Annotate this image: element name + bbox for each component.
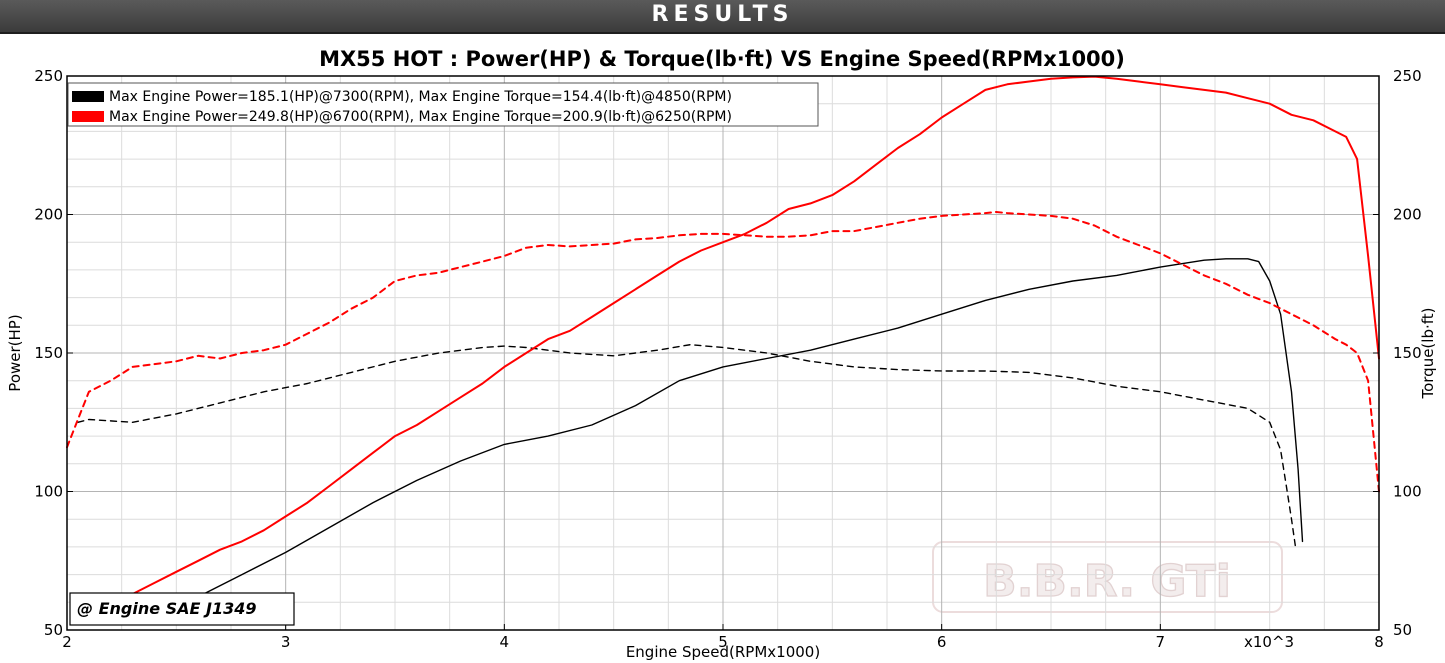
annotation-text: @ Engine SAE J1349 xyxy=(77,599,257,618)
x-tick-label: 2 xyxy=(62,633,72,651)
y-tick-label: 250 xyxy=(34,67,63,85)
x-tick-label: 3 xyxy=(281,633,291,651)
legend-box: Max Engine Power=185.1(HP)@7300(RPM), Ma… xyxy=(67,82,819,127)
y2-tick-label: 50 xyxy=(1393,621,1412,639)
y2-tick-label: 250 xyxy=(1393,67,1422,85)
legend-swatch-1 xyxy=(72,91,104,102)
x-axis-label: Engine Speed(RPMx1000) xyxy=(626,643,820,661)
annotation-frame xyxy=(69,592,295,626)
x-tick-label: 7 xyxy=(1156,633,1166,651)
y-tick-label: 200 xyxy=(34,206,63,224)
y-tick-label: 150 xyxy=(34,344,63,362)
y-tick-label: 50 xyxy=(44,621,63,639)
y-tick-label: 100 xyxy=(34,483,63,501)
x-tick-label: 6 xyxy=(937,633,947,651)
legend-swatch-2 xyxy=(72,111,104,122)
y2-axis-label: Torque(lb·ft) xyxy=(1419,307,1437,399)
annotation-box: @ Engine SAE J1349 xyxy=(69,592,295,626)
chart-annotation: @ Engine SAE J1349 xyxy=(69,592,295,626)
y2-tick-label: 150 xyxy=(1393,344,1422,362)
series-line-2 xyxy=(77,344,1297,551)
x-tick-label: 8 xyxy=(1374,633,1384,651)
series-line-3 xyxy=(131,75,1380,595)
results-banner-title: RESULTS xyxy=(651,2,794,27)
chart-series xyxy=(66,75,1380,609)
watermark: B.B.R. GTi xyxy=(932,541,1283,613)
x-multiplier-label: x10^3 xyxy=(1244,633,1294,651)
results-banner: RESULTS xyxy=(0,0,1445,34)
watermark-text: B.B.R. GTi xyxy=(983,556,1231,607)
legend-entry-1: Max Engine Power=185.1(HP)@7300(RPM), Ma… xyxy=(109,89,732,105)
x-tick-label: 4 xyxy=(500,633,510,651)
legend-entry-2: Max Engine Power=249.8(HP)@6700(RPM), Ma… xyxy=(109,109,732,125)
chart-grid xyxy=(66,75,1380,631)
series-line-4 xyxy=(66,211,1380,493)
watermark-frame xyxy=(932,541,1283,613)
y-axis-label: Power(HP) xyxy=(6,314,24,391)
y2-tick-label: 200 xyxy=(1393,206,1422,224)
chart-legend: Max Engine Power=185.1(HP)@7300(RPM), Ma… xyxy=(67,82,819,127)
series-line-1 xyxy=(175,258,1304,609)
chart-title: MX55 HOT : Power(HP) & Torque(lb·ft) VS … xyxy=(319,47,1125,71)
chart-axes: 2 3 4 5 6 7 8 50 100 150 200 250 50 100 150 200 250 Engin… xyxy=(6,67,1437,661)
x-tick-label: 5 xyxy=(718,633,728,651)
legend-frame xyxy=(67,82,819,127)
y2-tick-label: 100 xyxy=(1393,483,1422,501)
